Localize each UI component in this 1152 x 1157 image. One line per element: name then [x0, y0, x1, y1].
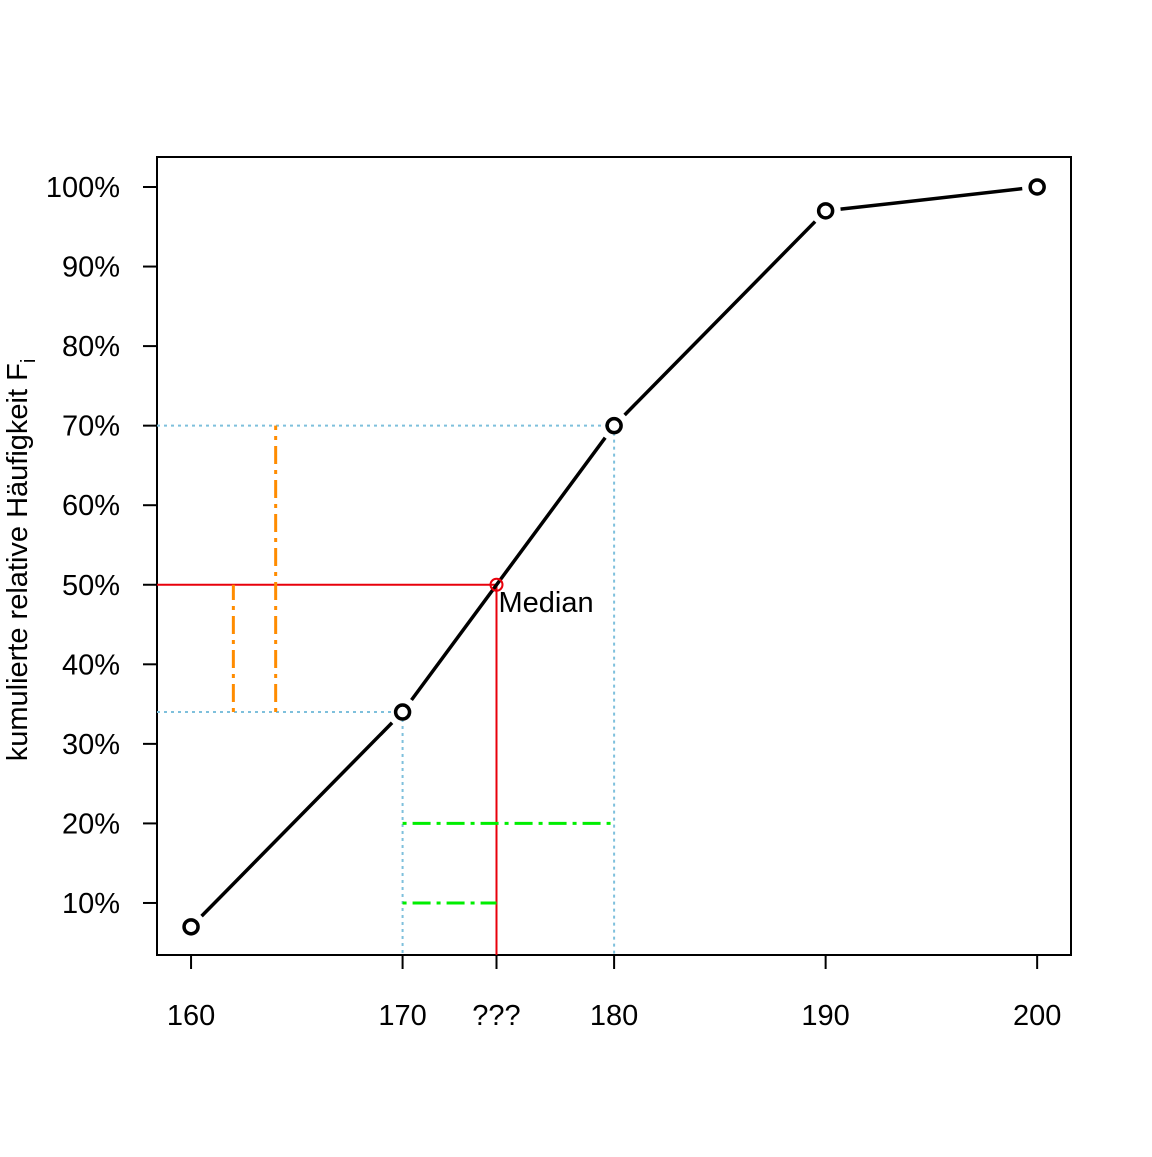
x-tick-label: 160	[167, 1000, 215, 1032]
x-tick-label: 170	[378, 1000, 426, 1032]
point	[182, 918, 200, 936]
median-point	[489, 577, 504, 592]
y-tick-label: 100%	[46, 172, 120, 204]
y-tick-label: 10%	[62, 888, 120, 920]
y-tick-label: 60%	[62, 490, 120, 522]
x-tick-label: ???	[472, 1000, 520, 1032]
median-label: Median	[498, 587, 593, 619]
line-segment	[410, 436, 607, 702]
y-tick-label: 90%	[62, 252, 120, 284]
y-tick-label: 40%	[62, 649, 120, 681]
y-label-text: kumulierte relative Häufigkeit F	[2, 363, 34, 761]
x-tick-label: 190	[801, 1000, 849, 1032]
y-tick-label: 80%	[62, 331, 120, 363]
point	[1028, 178, 1046, 196]
y-label-subscript: i	[18, 359, 40, 363]
point	[393, 703, 412, 721]
line-segment	[200, 721, 394, 918]
point	[816, 202, 835, 220]
y-tick-label: 50%	[62, 570, 120, 602]
line-segment	[623, 220, 817, 417]
line-segment	[840, 186, 1023, 211]
x-tick-label: 180	[590, 1000, 638, 1032]
y-tick-label: 20%	[62, 808, 120, 840]
plot-frame	[156, 156, 1072, 956]
x-tick-label: 200	[1013, 1000, 1061, 1032]
y-tick-label: 30%	[62, 729, 120, 761]
y-axis-label: kumulierte relative Häufigkeit Fi	[2, 359, 40, 762]
y-tick-label: 70%	[62, 411, 120, 443]
point	[605, 416, 623, 435]
